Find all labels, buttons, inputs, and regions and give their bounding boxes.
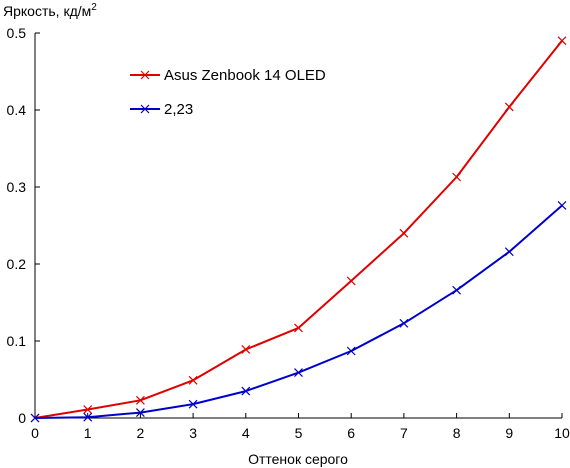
y-tick-label: 0.4	[7, 102, 27, 118]
data-point	[399, 228, 409, 238]
x-tick-label: 9	[505, 425, 513, 441]
legend-swatch-marker	[140, 70, 150, 80]
data-point	[294, 323, 303, 333]
data-point	[241, 386, 251, 396]
data-point	[30, 413, 40, 423]
data-point	[188, 375, 198, 385]
data-point	[241, 345, 251, 354]
axes	[34, 33, 562, 419]
data-point	[346, 276, 356, 286]
data-point	[294, 368, 303, 377]
data-point	[346, 346, 356, 356]
y-ticks: 0 0.1 0.2 0.3 0.4 0.5	[7, 25, 40, 426]
data-point	[504, 102, 514, 112]
series-line	[34, 40, 563, 419]
legend: Asus Zenbook 14 OLED 2,23	[130, 67, 326, 118]
legend-item: Asus Zenbook 14 OLED	[130, 67, 326, 84]
data-point	[188, 399, 198, 409]
y-axis-title-main: Яркость, кд/м	[3, 3, 91, 19]
x-tick-label: 4	[242, 425, 250, 441]
y-axis-title-sup: 2	[91, 2, 97, 13]
x-tick-label: 6	[347, 425, 355, 441]
legend-item: 2,23	[130, 101, 193, 118]
series-1	[30, 36, 567, 423]
legend-label: 2,23	[164, 101, 193, 118]
series-2	[30, 201, 567, 423]
data-point	[504, 247, 514, 257]
data-point	[83, 412, 93, 422]
y-tick-label: 0.3	[7, 179, 27, 195]
series-layer	[30, 36, 567, 423]
data-point	[135, 408, 145, 418]
x-tick-label: 2	[137, 425, 145, 441]
x-ticks: 0 1 2 3 4 5 6 7 8 9 10	[31, 413, 570, 441]
series-line	[34, 204, 563, 419]
x-axis-title: Оттенок серого	[248, 451, 348, 467]
legend-swatch-marker	[140, 104, 150, 114]
legend-label: Asus Zenbook 14 OLED	[164, 67, 326, 84]
y-tick-label: 0	[18, 410, 26, 426]
x-tick-label: 8	[453, 425, 461, 441]
y-axis-title: Яркость, кд/м2	[3, 2, 97, 19]
y-tick-label: 0.1	[7, 333, 27, 349]
x-tick-label: 0	[31, 425, 39, 441]
data-point	[452, 172, 462, 182]
data-point	[135, 395, 145, 405]
data-point	[399, 318, 409, 328]
x-tick-label: 7	[400, 425, 408, 441]
x-tick-label: 10	[554, 425, 570, 441]
y-tick-label: 0.2	[7, 256, 27, 272]
data-point	[557, 201, 567, 210]
x-tick-label: 1	[84, 425, 92, 441]
x-tick-label: 3	[189, 425, 197, 441]
y-tick-label: 0.5	[7, 25, 27, 41]
x-tick-label: 5	[295, 425, 303, 441]
data-point	[557, 36, 567, 46]
data-point	[452, 285, 462, 295]
data-point	[83, 405, 93, 414]
